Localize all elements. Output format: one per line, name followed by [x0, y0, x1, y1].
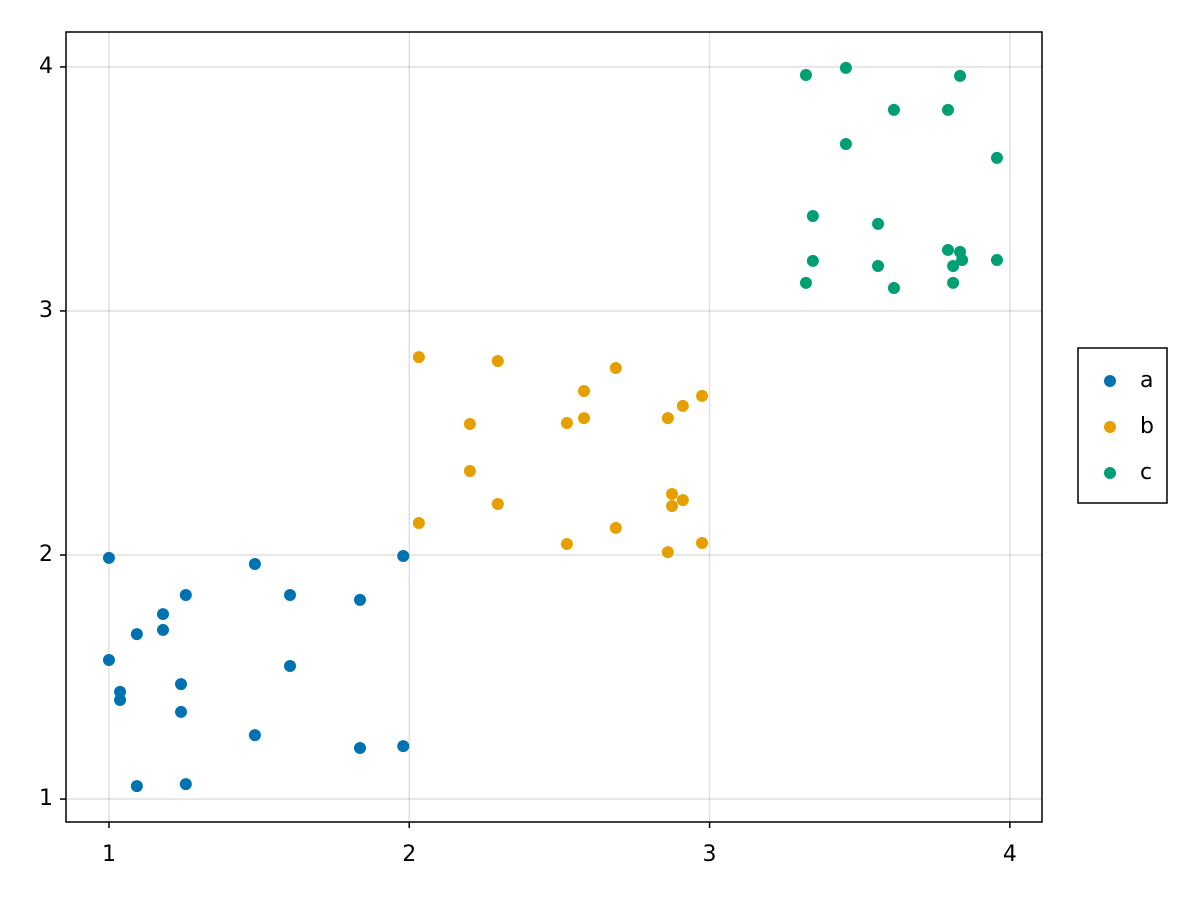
y-tick-label: 2 — [39, 542, 53, 567]
point — [947, 260, 960, 273]
point — [156, 623, 169, 636]
legend-label: a — [1140, 368, 1153, 393]
point — [354, 742, 367, 755]
point — [284, 589, 297, 602]
point — [560, 416, 573, 429]
x-tick-label: 1 — [102, 842, 116, 867]
point — [839, 138, 852, 151]
point — [872, 217, 885, 230]
legend-label: b — [1140, 414, 1154, 439]
point — [956, 253, 969, 266]
point — [284, 660, 297, 673]
legend-label: c — [1140, 460, 1152, 485]
point — [666, 487, 679, 500]
point — [661, 546, 674, 559]
point — [491, 497, 504, 510]
point — [887, 103, 900, 116]
point — [354, 593, 367, 606]
point — [156, 608, 169, 621]
point — [102, 551, 115, 564]
point — [578, 412, 591, 425]
point — [114, 693, 127, 706]
point — [696, 537, 709, 550]
point — [179, 589, 192, 602]
point — [248, 729, 261, 742]
point — [806, 254, 819, 267]
point — [676, 399, 689, 412]
point — [666, 499, 679, 512]
point — [990, 253, 1003, 266]
x-tick-label: 2 — [402, 842, 416, 867]
point — [463, 465, 476, 478]
point — [696, 389, 709, 402]
point — [839, 61, 852, 74]
x-tick-label: 3 — [703, 842, 717, 867]
legend-marker — [1104, 375, 1116, 387]
point — [248, 558, 261, 571]
point — [990, 151, 1003, 164]
legend-marker — [1104, 467, 1116, 479]
point — [175, 705, 188, 718]
point — [954, 69, 967, 82]
point — [799, 276, 812, 289]
plot-frame — [65, 31, 1043, 823]
point — [806, 210, 819, 223]
y-tick-label: 4 — [39, 54, 53, 79]
point — [560, 538, 573, 551]
point — [609, 362, 622, 375]
point — [179, 778, 192, 791]
point — [947, 276, 960, 289]
point — [942, 243, 955, 256]
point — [872, 260, 885, 273]
point — [397, 549, 410, 562]
point — [130, 628, 143, 641]
point — [412, 517, 425, 530]
point — [491, 354, 504, 367]
point — [412, 351, 425, 364]
point — [609, 521, 622, 534]
y-tick-label: 1 — [39, 786, 53, 811]
point — [102, 653, 115, 666]
legend-marker — [1104, 421, 1116, 433]
point — [887, 282, 900, 295]
y-tick-label: 3 — [39, 298, 53, 323]
point — [661, 412, 674, 425]
point — [463, 417, 476, 430]
point — [130, 780, 143, 793]
point — [942, 103, 955, 116]
point — [397, 740, 410, 753]
point — [175, 678, 188, 691]
point — [578, 385, 591, 398]
x-tick-label: 4 — [1003, 842, 1017, 867]
point — [799, 68, 812, 81]
legend-box — [1077, 347, 1168, 504]
point — [676, 494, 689, 507]
